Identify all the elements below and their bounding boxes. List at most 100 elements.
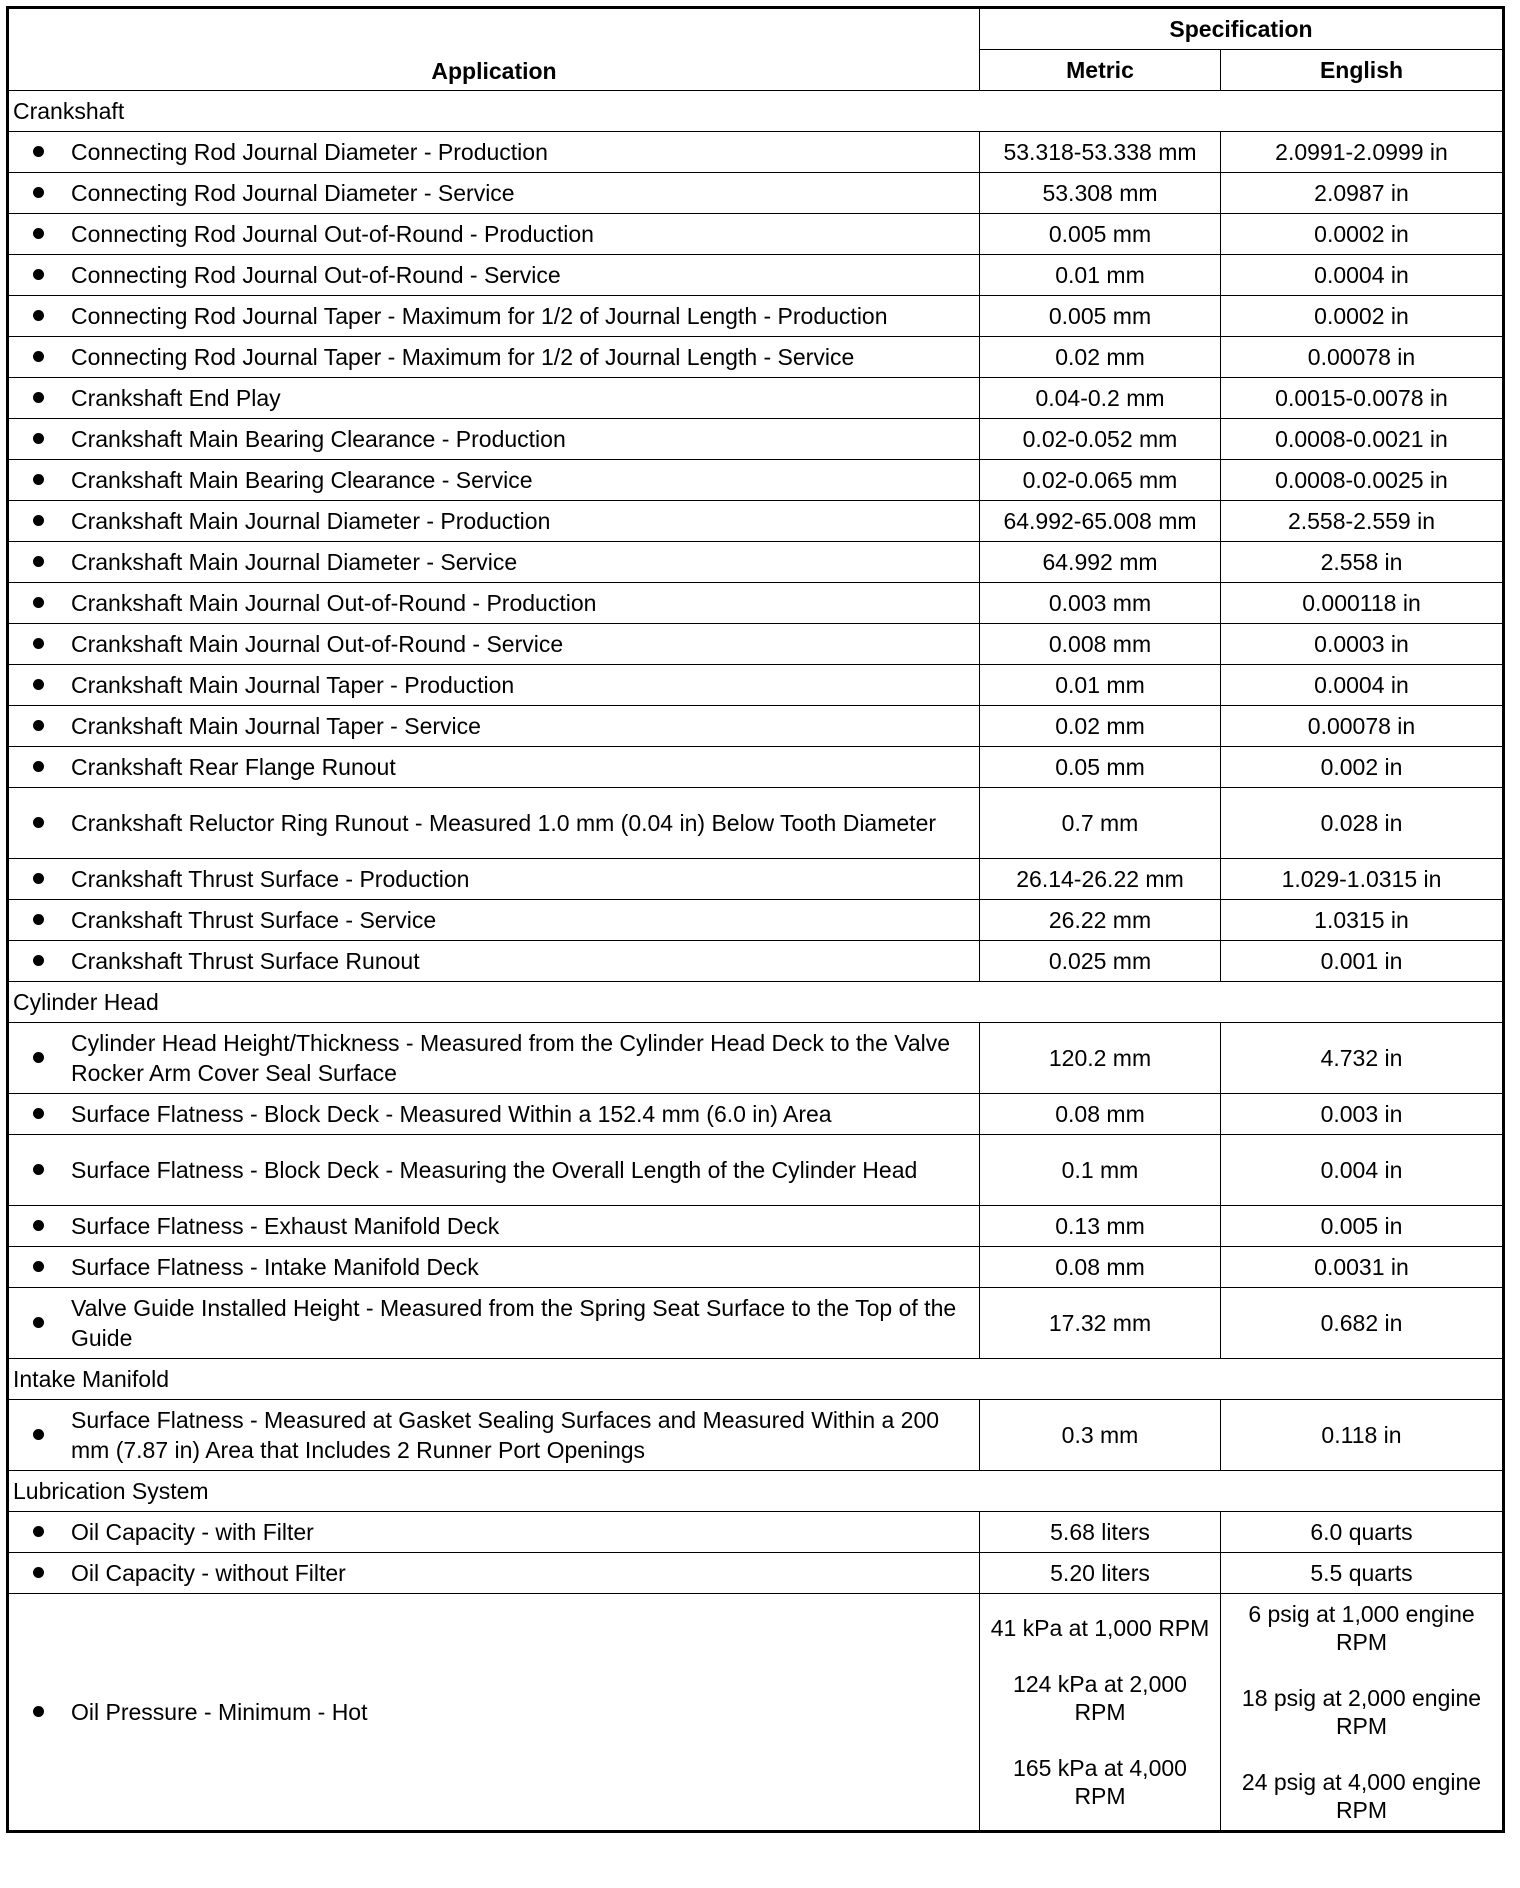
metric-value: 0.003 mm xyxy=(1048,590,1152,616)
bullet-icon xyxy=(33,1317,44,1328)
application-cell: Connecting Rod Journal Diameter - Servic… xyxy=(7,172,980,214)
metric-cell: 64.992-65.008 mm xyxy=(979,500,1221,542)
metric-cell: 5.68 liters xyxy=(979,1511,1221,1553)
table-row: Surface Flatness - Block Deck - Measurin… xyxy=(7,1134,1504,1206)
table-row: Oil Capacity - without Filter 5.20 liters… xyxy=(7,1552,1504,1594)
table-row: Crankshaft Main Bearing Clearance - Serv… xyxy=(7,459,1504,501)
application-cell: Crankshaft Reluctor Ring Runout - Measur… xyxy=(7,787,980,859)
application-text: Connecting Rod Journal Diameter - Produc… xyxy=(71,139,548,165)
application-text: Crankshaft Thrust Surface - Service xyxy=(71,907,437,933)
english-cell: 0.004 in xyxy=(1220,1134,1504,1206)
metric-cell: 0.05 mm xyxy=(979,746,1221,788)
metric-cell: 41 kPa at 1,000 RPM 124 kPa at 2,000 RPM 1… xyxy=(979,1593,1221,1832)
application-text: Connecting Rod Journal Taper - Maximum f… xyxy=(71,344,855,370)
english-value: 2.558-2.559 in xyxy=(1287,508,1436,534)
english-value: 1.029-1.0315 in xyxy=(1281,866,1442,892)
application-cell: Oil Pressure - Minimum - Hot xyxy=(7,1593,980,1832)
application-cell: Crankshaft Main Journal Taper - Service xyxy=(7,705,980,747)
header-application: Application xyxy=(7,7,980,91)
bullet-icon xyxy=(33,269,44,280)
english-cell: 6 psig at 1,000 engine RPM 18 psig at 2,0… xyxy=(1220,1593,1504,1832)
application-text: Connecting Rod Journal Diameter - Servic… xyxy=(71,180,515,206)
application-cell: Crankshaft Main Journal Taper - Producti… xyxy=(7,664,980,706)
metric-cell: 0.025 mm xyxy=(979,940,1221,982)
english-cell: 0.0002 in xyxy=(1220,295,1504,337)
application-text: Crankshaft Rear Flange Runout xyxy=(71,754,396,780)
application-cell: Crankshaft End Play xyxy=(7,377,980,419)
english-value: 6 psig at 1,000 engine RPM xyxy=(1248,1601,1475,1655)
application-text: Crankshaft Thrust Surface Runout xyxy=(71,948,420,974)
table-body: Crankshaft Connecting Rod Journal Diamete… xyxy=(7,90,1504,1832)
english-value: 2.0991-2.0999 in xyxy=(1275,139,1448,165)
english-cell: 0.0008-0.0025 in xyxy=(1220,459,1504,501)
metric-value: 0.02-0.052 mm xyxy=(1022,426,1178,452)
english-value: 0.00078 in xyxy=(1307,344,1416,370)
english-value: 0.0002 in xyxy=(1314,303,1409,329)
english-value: 0.028 in xyxy=(1320,810,1403,836)
metric-cell: 0.04-0.2 mm xyxy=(979,377,1221,419)
bullet-icon xyxy=(33,761,44,772)
metric-value: 0.02-0.065 mm xyxy=(1022,467,1178,493)
english-cell: 0.0004 in xyxy=(1220,664,1504,706)
application-text: Connecting Rod Journal Out-of-Round - Se… xyxy=(71,262,561,288)
english-value: 0.0008-0.0025 in xyxy=(1275,467,1448,493)
metric-cell: 5.20 liters xyxy=(979,1552,1221,1594)
table-row: Connecting Rod Journal Out-of-Round - Se… xyxy=(7,254,1504,296)
application-text: Cylinder Head Height/Thickness - Measure… xyxy=(71,1030,951,1086)
application-text: Surface Flatness - Block Deck - Measured… xyxy=(71,1101,832,1127)
english-value: 0.682 in xyxy=(1320,1310,1403,1336)
english-cell: 0.003 in xyxy=(1220,1093,1504,1135)
english-value: 0.0002 in xyxy=(1314,221,1409,247)
bullet-icon xyxy=(33,310,44,321)
header-specification: Specification xyxy=(979,7,1504,50)
metric-value: 0.08 mm xyxy=(1055,1254,1145,1280)
bullet-icon xyxy=(33,1164,44,1175)
metric-cell: 17.32 mm xyxy=(979,1287,1221,1359)
english-cell: 2.558 in xyxy=(1220,541,1504,583)
table-row: Connecting Rod Journal Diameter - Servic… xyxy=(7,172,1504,214)
english-cell: 0.0015-0.0078 in xyxy=(1220,377,1504,419)
english-value: 4.732 in xyxy=(1320,1045,1403,1071)
table-row: Crankshaft Thrust Surface Runout 0.025 mm… xyxy=(7,940,1504,982)
application-text: Oil Pressure - Minimum - Hot xyxy=(71,1699,368,1725)
bullet-icon xyxy=(33,1261,44,1272)
english-cell: 0.682 in xyxy=(1220,1287,1504,1359)
metric-value: 0.01 mm xyxy=(1055,672,1145,698)
table-row: Crankshaft Main Journal Out-of-Round - S… xyxy=(7,623,1504,665)
table-row: Crankshaft End Play 0.04-0.2 mm 0.0015-0.0… xyxy=(7,377,1504,419)
application-text: Oil Capacity - without Filter xyxy=(71,1560,346,1586)
table-row: Surface Flatness - Exhaust Manifold Deck… xyxy=(7,1205,1504,1247)
english-value: 0.000118 in xyxy=(1302,590,1421,616)
application-cell: Oil Capacity - with Filter xyxy=(7,1511,980,1553)
english-value: 0.004 in xyxy=(1320,1157,1403,1183)
bullet-icon xyxy=(33,1429,44,1440)
application-cell: Connecting Rod Journal Out-of-Round - Pr… xyxy=(7,213,980,255)
application-text: Valve Guide Installed Height - Measured … xyxy=(71,1295,957,1351)
application-cell: Surface Flatness - Intake Manifold Deck xyxy=(7,1246,980,1288)
metric-cell: 0.08 mm xyxy=(979,1246,1221,1288)
section-header-row: Crankshaft xyxy=(7,90,1504,132)
application-text: Crankshaft Main Journal Out-of-Round - P… xyxy=(71,590,597,616)
application-text: Crankshaft End Play xyxy=(71,385,281,411)
metric-value: 0.025 mm xyxy=(1048,948,1152,974)
table-row: Crankshaft Main Journal Out-of-Round - P… xyxy=(7,582,1504,624)
application-cell: Surface Flatness - Measured at Gasket Se… xyxy=(7,1399,980,1471)
metric-cell: 0.3 mm xyxy=(979,1399,1221,1471)
application-text: Surface Flatness - Intake Manifold Deck xyxy=(71,1254,479,1280)
metric-cell: 0.1 mm xyxy=(979,1134,1221,1206)
table-row: Crankshaft Main Bearing Clearance - Prod… xyxy=(7,418,1504,460)
application-cell: Crankshaft Main Journal Diameter - Produ… xyxy=(7,500,980,542)
english-cell: 1.0315 in xyxy=(1220,899,1504,941)
metric-value: 0.3 mm xyxy=(1061,1422,1139,1448)
application-cell: Crankshaft Main Journal Out-of-Round - S… xyxy=(7,623,980,665)
application-cell: Connecting Rod Journal Diameter - Produc… xyxy=(7,131,980,173)
english-value: 0.0015-0.0078 in xyxy=(1275,385,1448,411)
english-value: 6.0 quarts xyxy=(1310,1519,1413,1545)
bullet-icon xyxy=(33,146,44,157)
metric-cell: 0.02-0.065 mm xyxy=(979,459,1221,501)
english-cell: 0.0004 in xyxy=(1220,254,1504,296)
english-value: 0.002 in xyxy=(1320,754,1403,780)
english-cell: 0.0002 in xyxy=(1220,213,1504,255)
metric-value: 120.2 mm xyxy=(1048,1045,1152,1071)
application-text: Crankshaft Main Journal Taper - Service xyxy=(71,713,481,739)
